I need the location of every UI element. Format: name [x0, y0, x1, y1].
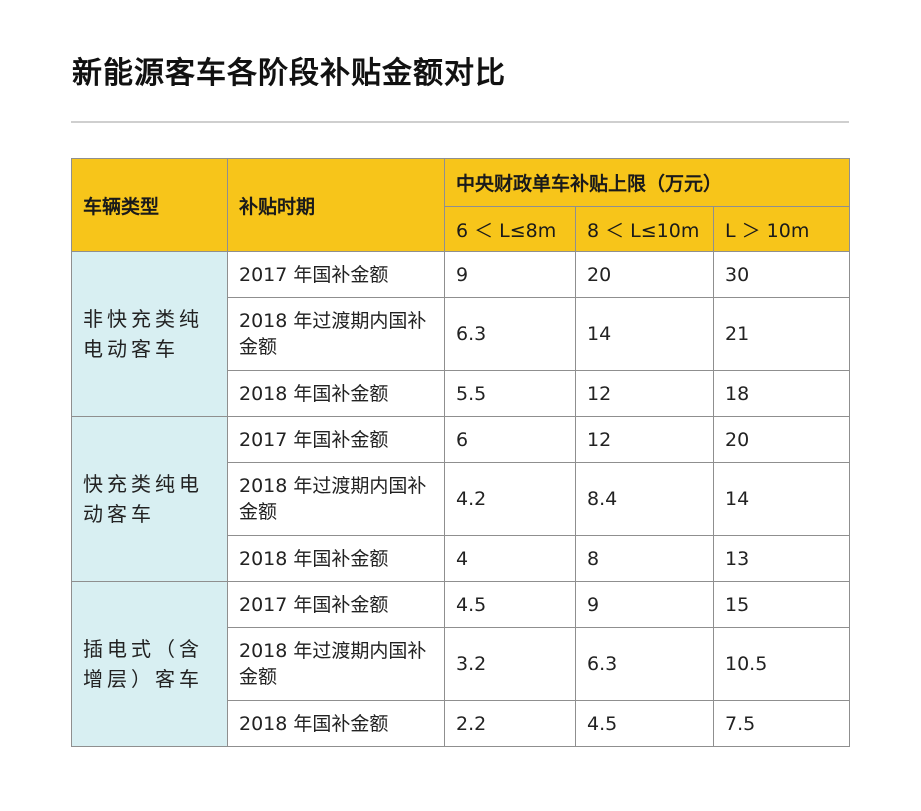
header-period: 补贴时期 — [227, 158, 445, 252]
period-cell: 2018 年国补金额 — [227, 370, 445, 417]
vehicle-type-cell: 快充类纯电动客车 — [71, 416, 228, 582]
value-cell: 6 — [444, 416, 576, 463]
value-cell: 6.3 — [444, 297, 576, 371]
table-row: 2018 年过渡期内国补金额 4.2 8.4 14 — [72, 462, 851, 536]
period-cell: 2018 年国补金额 — [227, 535, 445, 582]
table-row: 快充类纯电动客车 2017 年国补金额 6 12 20 — [71, 416, 851, 582]
table-row: 2018 年国补金额 2.2 4.5 7.5 — [72, 700, 851, 747]
period-cell: 2018 年国补金额 — [227, 700, 445, 747]
table-header-row: 车辆类型 补贴时期 中央财政单车补贴上限（万元） — [71, 158, 851, 252]
header-cap-group: 中央财政单车补贴上限（万元） — [443, 158, 851, 207]
table-row: 插电式（含增层）客车 2017 年国补金额 4.5 9 15 — [71, 581, 851, 747]
vehicle-type-cell: 插电式（含增层）客车 — [71, 581, 228, 747]
value-cell: 4.5 — [444, 581, 576, 628]
period-cell: 2018 年过渡期内国补金额 — [227, 462, 445, 536]
value-cell: 3.2 — [444, 627, 576, 701]
table-row: 非快充类纯电动客车 2017 年国补金额 9 20 30 — [71, 251, 851, 417]
value-cell: 21 — [712, 297, 851, 371]
page-title: 新能源客车各阶段补贴金额对比 — [72, 56, 506, 91]
period-cell: 2017 年国补金额 — [227, 416, 445, 463]
table-body: 非快充类纯电动客车 2017 年国补金额 9 20 30 2018 年过渡期内国… — [71, 251, 851, 747]
value-cell: 12 — [575, 370, 714, 417]
title-divider — [71, 121, 849, 123]
header-length-over-10: L ＞ 10m — [712, 206, 851, 252]
value-cell: 5.5 — [444, 370, 576, 417]
table-subheader-row: 6 ＜ L≤8m 8 ＜ L≤10m L ＞ 10m — [72, 206, 851, 252]
value-cell: 9 — [444, 251, 576, 298]
value-cell: 30 — [712, 251, 851, 298]
value-cell: 14 — [712, 462, 851, 536]
period-cell: 2018 年过渡期内国补金额 — [227, 297, 445, 371]
value-cell: 7.5 — [712, 700, 851, 747]
table-row: 2018 年过渡期内国补金额 6.3 14 21 — [72, 297, 851, 371]
period-cell: 2017 年国补金额 — [227, 581, 445, 628]
value-cell: 20 — [712, 416, 851, 463]
value-cell: 4.5 — [575, 700, 714, 747]
header-length-8-10: 8 ＜ L≤10m — [575, 206, 714, 252]
value-cell: 13 — [712, 535, 851, 582]
value-cell: 4 — [444, 535, 576, 582]
period-cell: 2018 年过渡期内国补金额 — [227, 627, 445, 701]
table-row: 2018 年过渡期内国补金额 3.2 6.3 10.5 — [72, 627, 851, 701]
value-cell: 6.3 — [575, 627, 714, 701]
subsidy-table: 车辆类型 补贴时期 中央财政单车补贴上限（万元） 6 ＜ L≤8m 8 ＜ L≤… — [71, 158, 851, 747]
table-row: 2018 年国补金额 5.5 12 18 — [72, 370, 851, 417]
value-cell: 15 — [712, 581, 851, 628]
value-cell: 8.4 — [575, 462, 714, 536]
value-cell: 18 — [712, 370, 851, 417]
value-cell: 8 — [575, 535, 714, 582]
value-cell: 14 — [575, 297, 714, 371]
value-cell: 20 — [575, 251, 714, 298]
value-cell: 10.5 — [712, 627, 851, 701]
value-cell: 4.2 — [444, 462, 576, 536]
vehicle-type-cell: 非快充类纯电动客车 — [71, 251, 228, 417]
value-cell: 9 — [575, 581, 714, 628]
header-vehicle-type: 车辆类型 — [71, 158, 228, 252]
period-cell: 2017 年国补金额 — [227, 251, 445, 298]
value-cell: 2.2 — [444, 700, 576, 747]
header-length-6-8: 6 ＜ L≤8m — [444, 206, 576, 252]
value-cell: 12 — [575, 416, 714, 463]
